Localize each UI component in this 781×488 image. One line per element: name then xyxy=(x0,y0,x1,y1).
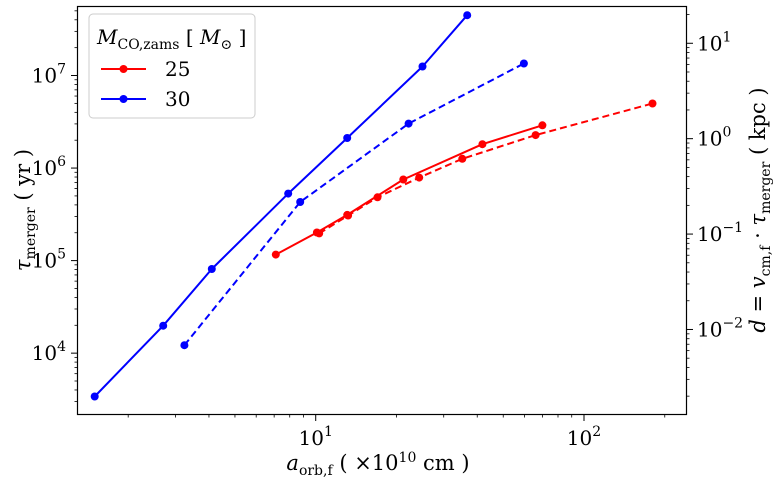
legend-label-30: 30 xyxy=(165,87,190,111)
data-point xyxy=(399,175,408,184)
legend-title: MCO,zams [ M⊙ ] xyxy=(96,25,246,53)
x-tick-label: 101 xyxy=(299,424,333,450)
x-tick-label: 102 xyxy=(567,424,601,450)
data-point xyxy=(344,211,353,220)
legend-marker-30 xyxy=(119,95,128,103)
data-point xyxy=(271,250,280,259)
series-25-dashed xyxy=(315,99,657,238)
data-point xyxy=(90,392,99,401)
legend-label-25: 25 xyxy=(165,57,190,81)
y2-axis-label: d = vcm,f · τmerger ( kpc ) xyxy=(746,87,774,332)
y-tick-label: 105 xyxy=(32,247,66,273)
data-point xyxy=(519,59,528,68)
data-point xyxy=(463,11,472,20)
data-point xyxy=(404,119,413,128)
axis-ticks: 101 102 104 105 106 107 10−2 10−1 100 101 xyxy=(32,10,743,450)
y2-tick-label: 10−2 xyxy=(697,315,743,341)
series-25-solid xyxy=(271,121,547,259)
y-tick-label: 107 xyxy=(32,62,66,88)
x-axis-label: aorb,f ( ×1010 cm ) xyxy=(286,450,469,479)
data-point xyxy=(207,265,216,273)
series-line xyxy=(183,62,525,346)
y-axis-label: τmerger ( yr ) xyxy=(11,149,39,271)
data-point xyxy=(296,198,305,206)
data-point xyxy=(418,62,427,71)
series-30-solid xyxy=(90,11,472,401)
y2-tick-label: 100 xyxy=(697,125,731,151)
legend: MCO,zams [ M⊙ ] 25 30 xyxy=(88,13,256,119)
legend-marker-25 xyxy=(119,65,128,73)
data-point xyxy=(159,321,168,330)
data-point xyxy=(478,140,487,149)
data-point xyxy=(373,193,382,202)
data-point xyxy=(284,189,293,198)
y2-tick-label: 101 xyxy=(697,29,731,55)
data-point xyxy=(538,121,547,130)
data-point xyxy=(458,154,467,163)
series-layer xyxy=(90,11,657,401)
y-tick-label: 106 xyxy=(32,154,66,180)
legend-box xyxy=(88,13,256,119)
series-30-dashed xyxy=(180,59,528,350)
data-point xyxy=(648,99,657,108)
data-point xyxy=(531,131,540,140)
data-point xyxy=(343,134,352,142)
plot-frame xyxy=(76,5,688,416)
data-point xyxy=(315,229,324,238)
y2-tick-label: 10−1 xyxy=(697,220,743,246)
series-line xyxy=(318,102,653,235)
data-point xyxy=(180,341,189,350)
y-tick-label: 104 xyxy=(32,339,66,365)
data-point xyxy=(415,173,424,182)
